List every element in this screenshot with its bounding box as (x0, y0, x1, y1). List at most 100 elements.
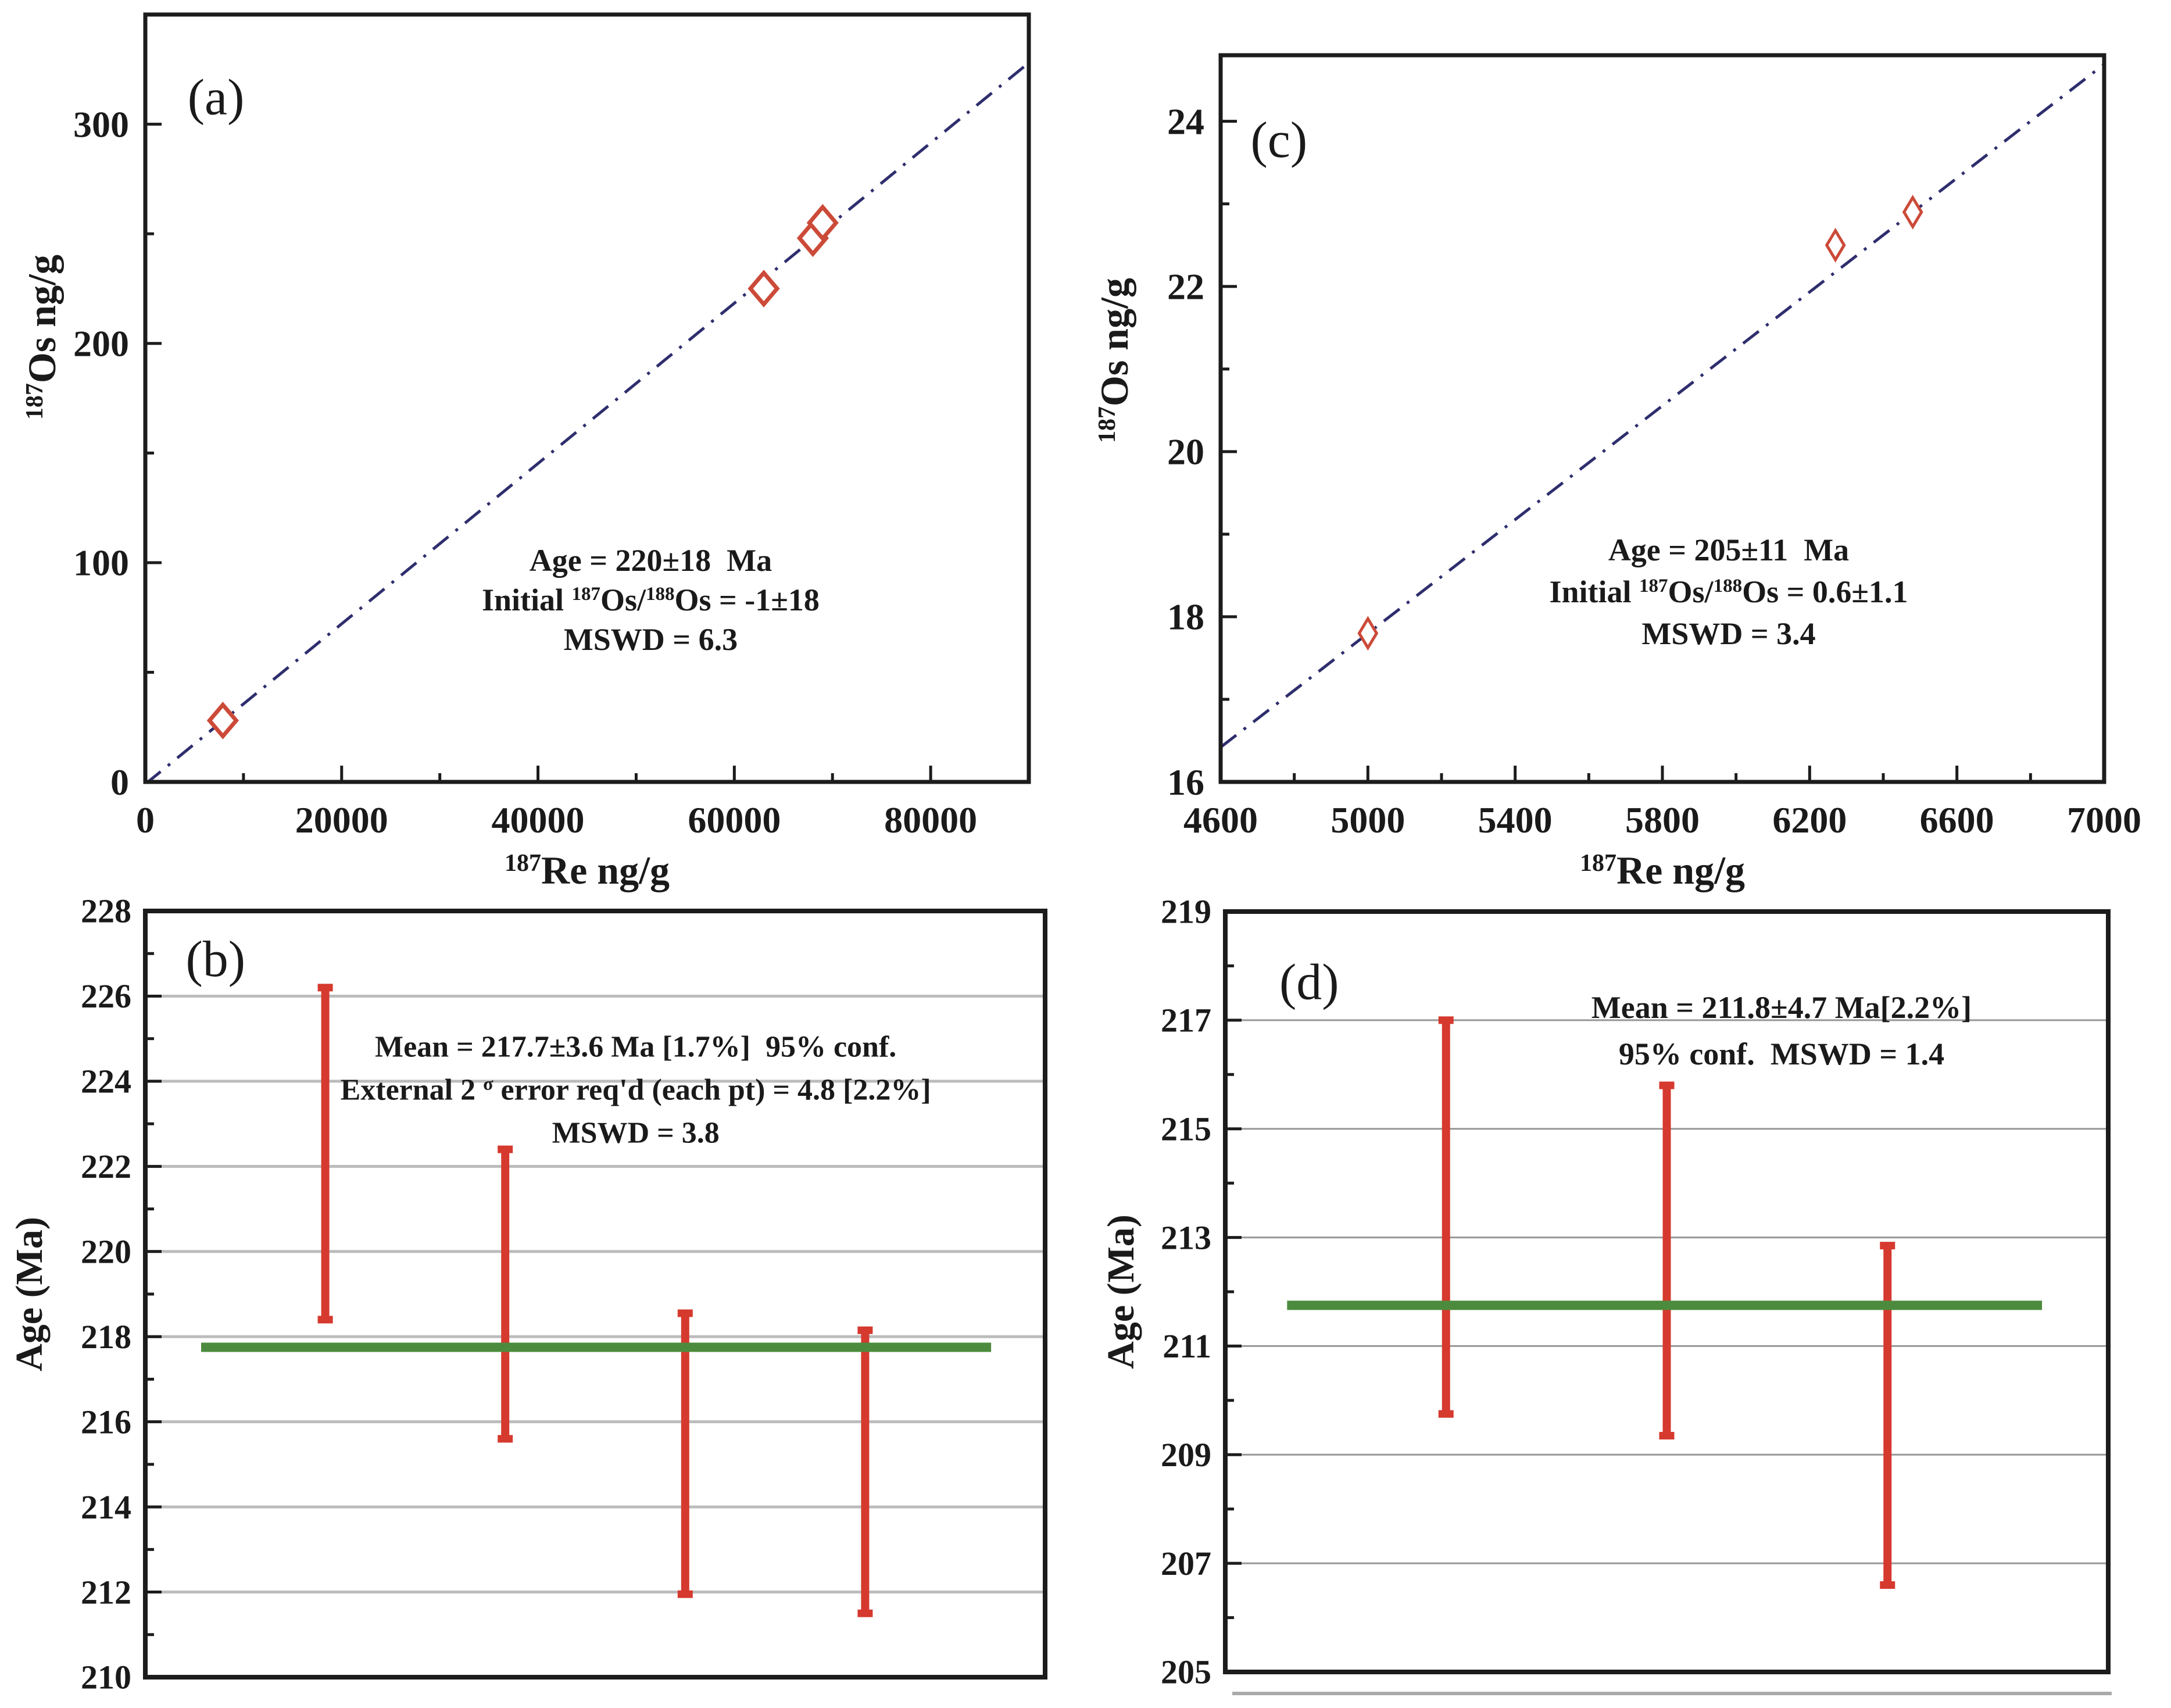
mean-line (201, 1342, 992, 1352)
age-annotation-line: Initial 187Os/188Os = 0.6±1.1 (1549, 574, 1908, 609)
age-annotation-line: Age = 220±18 Ma (530, 543, 772, 578)
panel-letter: (c) (1250, 112, 1307, 169)
error-bar (857, 1326, 873, 1617)
error-bar-cap-bottom (317, 1316, 333, 1324)
error-bar-cap-top (317, 984, 333, 992)
error-bar-body (681, 1313, 689, 1595)
x-tick-label: 4600 (1183, 799, 1258, 841)
y-tick-label: 211 (1163, 1327, 1211, 1365)
y-tick-label: 215 (1161, 1110, 1211, 1148)
error-bar-body (321, 987, 330, 1320)
x-tick-label: 5800 (1625, 799, 1700, 841)
axis-frame (143, 909, 1047, 1680)
y-tick-label: 226 (81, 977, 131, 1015)
data-point-marker (206, 702, 239, 739)
y-tick-label: 209 (1161, 1436, 1211, 1474)
error-bar (1659, 1081, 1675, 1440)
panel-letter: (d) (1279, 954, 1339, 1010)
panel-c: 4600 5000 5400 5800 6200 6600 7000 16 18 20 22 24 18… (1092, 53, 2141, 892)
error-bar-cap-bottom (677, 1590, 693, 1598)
error-bar-cap-top (1659, 1081, 1675, 1089)
y-axis-title: Age (Ma) (8, 1217, 51, 1371)
y-tick-label: 300 (73, 103, 129, 145)
error-bar-body (1883, 1245, 1892, 1585)
y-tick-label: 200 (73, 323, 129, 364)
y-tick-label: 20 (1167, 431, 1204, 473)
y-tick-label: 205 (1161, 1653, 1211, 1691)
y-tick-label: 207 (1161, 1545, 1211, 1582)
x-tick-label: 7000 (2067, 799, 2141, 841)
age-annotation-line: MSWD = 6.3 (564, 622, 738, 657)
y-tick-label: 212 (81, 1573, 131, 1611)
y-tick-label: 213 (1161, 1219, 1211, 1256)
y-axis-title: 187Os ng/g (20, 255, 64, 420)
error-bar-body (1442, 1020, 1450, 1414)
error-bar (498, 1145, 513, 1443)
data-point-marker (806, 203, 839, 242)
y-tick-label: 18 (1167, 596, 1204, 638)
y-tick-label: 0 (110, 762, 129, 803)
x-tick-label: 20000 (295, 799, 388, 841)
y-tick-label: 214 (81, 1488, 131, 1526)
stats-annotation-line: Mean = 217.7±3.6 Ma [1.7%] 95% conf. (375, 1030, 896, 1063)
y-tick-label: 100 (73, 542, 129, 584)
axis-ticks (1219, 120, 2106, 784)
panel-letter: (b) (185, 931, 245, 988)
panel-a: 0 20000 40000 60000 80000 0 100 200 300 187Re ng/… (20, 12, 1031, 892)
data-point-marker (747, 270, 780, 308)
error-bar (1880, 1242, 1895, 1589)
y-tick-label: 228 (81, 892, 131, 930)
x-tick-label: 40000 (492, 799, 585, 841)
y-tick-label: 220 (81, 1232, 131, 1270)
error-bar-cap-top (1880, 1242, 1895, 1250)
error-bar-cap-bottom (498, 1435, 513, 1443)
x-tick-label: 5000 (1331, 799, 1405, 841)
axis-ticks (1225, 910, 1242, 1674)
error-bar-cap-bottom (1659, 1432, 1675, 1440)
data-point-marker (1357, 616, 1379, 651)
y-tick-label: 218 (81, 1318, 131, 1356)
axis-ticks (145, 909, 162, 1679)
error-bar-cap-bottom (1438, 1410, 1454, 1418)
y-tick-label: 224 (81, 1063, 131, 1100)
x-axis-title: 187Re ng/g (1580, 848, 1745, 892)
error-bar-body (861, 1330, 870, 1614)
error-bar (317, 984, 333, 1324)
stats-annotation-line: External 2 σ error req'd (each pt) = 4.8… (341, 1073, 931, 1106)
error-bar-cap-top (857, 1326, 873, 1334)
error-bar-cap-top (677, 1309, 693, 1317)
error-bar-cap-bottom (1880, 1581, 1895, 1589)
stats-annotation-line: MSWD = 3.8 (552, 1116, 720, 1149)
y-tick-label: 217 (1161, 1002, 1211, 1039)
axis-frame (1218, 53, 2106, 784)
y-tick-label: 22 (1167, 266, 1204, 307)
y-axis-title: 187Os ng/g (1092, 278, 1136, 443)
error-bar (1438, 1016, 1454, 1418)
age-annotation-line: Initial 187Os/188Os = -1±18 (482, 583, 820, 617)
error-bar-cap-top (1438, 1016, 1454, 1024)
y-tick-label: 219 (1161, 893, 1211, 931)
x-tick-label: 60000 (688, 799, 781, 841)
isochron-line (145, 62, 1029, 782)
data-point-marker (1902, 195, 1923, 230)
error-bar-cap-bottom (857, 1609, 873, 1617)
x-tick-label: 80000 (884, 799, 977, 841)
axis-frame (143, 12, 1031, 784)
y-tick-label: 222 (81, 1148, 131, 1185)
error-bar (677, 1309, 693, 1598)
stats-annotation-line: Mean = 211.8±4.7 Ma[2.2%] (1591, 990, 1972, 1025)
panel-d: 205 207 209 211 213 215 217 219 Age (Ma) (d) Mean … (1100, 893, 2112, 1695)
y-tick-label: 16 (1167, 762, 1204, 803)
panel-b: 210 212 214 216 218 220 222 224 226 228 Age (Ma) (b… (8, 892, 1047, 1696)
error-bar-body (1662, 1085, 1671, 1436)
age-annotation-line: Age = 205±11 Ma (1608, 533, 1849, 567)
error-bar-cap-top (498, 1145, 513, 1153)
y-tick-label: 216 (81, 1403, 131, 1441)
y-tick-label: 24 (1167, 101, 1204, 142)
x-tick-label: 0 (136, 799, 155, 841)
axis-frame (1223, 909, 2111, 1674)
x-tick-label: 6600 (1920, 799, 1994, 841)
error-bar-body (501, 1149, 510, 1439)
